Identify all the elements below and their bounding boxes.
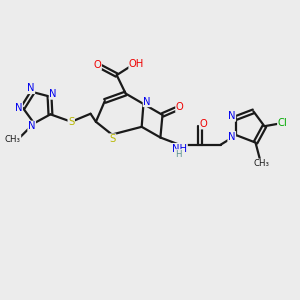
Text: O: O <box>176 102 184 112</box>
Text: N: N <box>15 103 22 113</box>
Text: N: N <box>228 132 236 142</box>
Text: S: S <box>68 117 74 128</box>
Text: N: N <box>50 89 57 99</box>
Text: N: N <box>228 111 236 121</box>
Text: O: O <box>200 119 207 129</box>
Text: OH: OH <box>129 59 144 69</box>
Text: O: O <box>94 60 101 70</box>
Text: H: H <box>175 150 182 159</box>
Text: N: N <box>27 83 34 94</box>
Text: Cl: Cl <box>278 118 287 128</box>
Text: N: N <box>143 97 151 106</box>
Text: CH₃: CH₃ <box>5 135 21 144</box>
Text: S: S <box>110 134 116 144</box>
Text: N: N <box>28 121 35 131</box>
Text: NH: NH <box>172 143 187 154</box>
Text: CH₃: CH₃ <box>254 159 270 168</box>
